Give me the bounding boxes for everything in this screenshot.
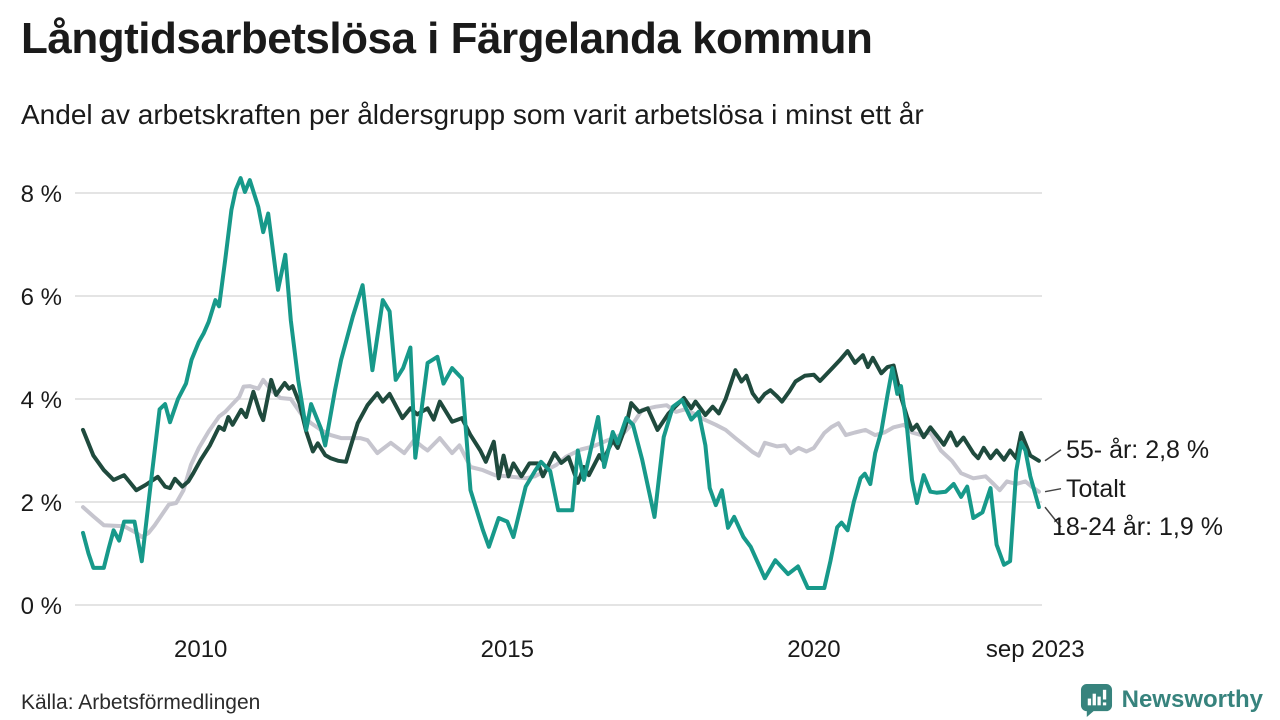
y-tick-label: 0 % (21, 593, 62, 620)
x-tick-label: 2020 (787, 636, 840, 663)
source-caption: Källa: Arbetsförmedlingen (21, 691, 261, 714)
end-label-connector (1044, 506, 1062, 528)
series-line-Totalt (81, 377, 1041, 539)
y-tick-label: 2 % (21, 490, 62, 517)
page-subtitle: Andel av arbetskraften per åldersgrupp s… (21, 99, 924, 130)
end-label-connector (1044, 449, 1062, 462)
x-tick-label: 2010 (174, 636, 227, 663)
series-end-label-1: 55- år: 2,8 % (1066, 435, 1210, 464)
x-tick-label: sep 2023 (986, 636, 1085, 663)
series-line-18-24 år (81, 176, 1041, 590)
x-tick-label: 2015 (481, 636, 534, 663)
end-label-connector (1044, 487, 1062, 493)
y-tick-label: 6 % (21, 284, 62, 311)
brand-name: Newsworthy (1121, 686, 1263, 713)
page-title: Långtidsarbetslösa i Färgelanda kommun (21, 14, 873, 63)
y-tick-label: 4 % (21, 387, 62, 414)
series-line-55- år (81, 349, 1041, 493)
series-end-label-0: Totalt (1066, 474, 1126, 503)
series-end-label-2: 18-24 år: 1,9 % (1052, 513, 1223, 542)
newsworthy-icon (1080, 683, 1113, 717)
brand-logo: Newsworthy (1080, 683, 1263, 717)
y-tick-label: 8 % (21, 181, 62, 208)
